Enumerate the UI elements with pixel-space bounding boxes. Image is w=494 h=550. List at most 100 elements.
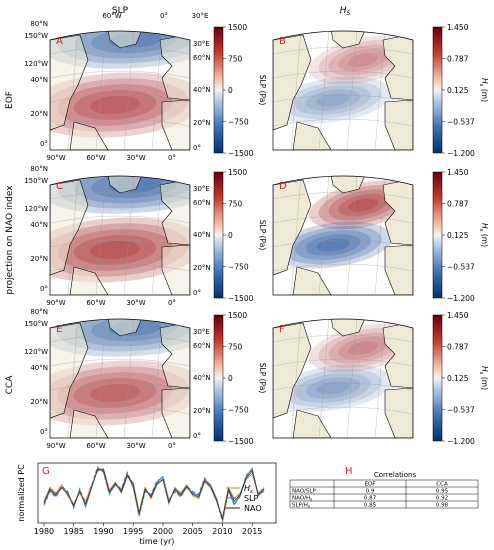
colorbar-ramp <box>432 26 443 154</box>
contour-fill <box>89 240 141 260</box>
graticule-lon <box>374 319 386 438</box>
land-africa <box>161 387 190 438</box>
map-left-lat-label: 80°N <box>30 20 48 28</box>
contour-fill <box>316 93 350 107</box>
contour-fill <box>305 234 361 256</box>
graticule-lon <box>346 176 358 295</box>
slp-colorbar: 1500 750 0 −750 −1500 SLP (Pa) <box>213 23 267 158</box>
map-right-lat-label: 0° <box>193 289 201 297</box>
map-left-lat-label: 120°W <box>24 60 48 68</box>
hs-header: HS <box>340 6 351 17</box>
x-tick-label: 1985 <box>64 527 84 536</box>
land-europe <box>159 321 190 389</box>
colorbar-tick-label: 0.787 <box>447 200 469 209</box>
hs-colorbar: 1.450 0.787 0.125 −0.537 −1.200 Hs (m) <box>432 168 489 303</box>
x-tick-label: 2000 <box>153 527 173 536</box>
graticule-lat <box>50 406 190 415</box>
graticule-lon <box>123 319 135 438</box>
map-border <box>272 175 414 296</box>
contour-fill <box>328 189 398 221</box>
graticule-lat <box>50 70 190 79</box>
graticule-lon <box>123 31 135 150</box>
row-label-cca: CCA <box>5 375 15 395</box>
colorbar-label: SLP (Pa) <box>258 363 267 394</box>
table-header: EOF <box>365 482 376 488</box>
map-top-lon-label: 60°W <box>102 12 121 20</box>
graticule-lon <box>374 31 386 150</box>
colorbar-tick-label: 1500 <box>228 168 247 177</box>
table-cell: 0.95 <box>436 489 449 495</box>
colorbar-tick-label: −0.537 <box>447 263 475 272</box>
map-bottom-lon-label: 0° <box>168 299 176 307</box>
colorbar-tick-label: 750 <box>228 200 243 209</box>
graticule-lon <box>151 319 163 438</box>
slp-colorbar: 1500 750 0 −750 −1500 SLP (Pa) <box>213 168 267 303</box>
land-south-america <box>69 409 109 438</box>
colorbar-ramp <box>432 314 443 442</box>
map-left-lat-label: 40°N <box>30 364 48 372</box>
contour-fill <box>347 341 379 355</box>
graticule-lat <box>50 94 190 103</box>
table-row-label: NAO/Hs <box>292 496 312 502</box>
panel-letter-g: G <box>42 466 50 477</box>
contour-fill <box>347 53 379 67</box>
graticule-lon <box>151 31 163 150</box>
map-right-lat-label: 60°N <box>193 199 211 207</box>
contour-fill <box>273 364 393 412</box>
colorbar-tick-label: 1500 <box>228 23 247 32</box>
colorbar-tick-label: 750 <box>228 55 243 64</box>
map-right-lat-label: 30°E <box>193 328 210 336</box>
map-body <box>50 176 190 295</box>
hs-colorbar: 1.450 0.787 0.125 −0.537 −1.200 Hs (m) <box>432 311 489 446</box>
hs-map: F <box>272 318 414 439</box>
colorbar-ramp <box>432 171 443 299</box>
map-bottom-lon-label: 60°W <box>86 154 105 162</box>
colorbar-tick-label: −1.200 <box>447 294 475 303</box>
land-europe <box>382 33 413 101</box>
graticule-lat <box>50 215 190 224</box>
slp-colorbar: 1500 750 0 −750 −1500 SLP (Pa) <box>213 311 267 446</box>
map-right-lat-label: 0° <box>193 144 201 152</box>
row-label-projection: projection on NAO index <box>5 185 15 295</box>
colorbar-label: Hs (m) <box>478 366 489 390</box>
contour-fill <box>73 90 157 120</box>
graticule-lat <box>273 239 413 248</box>
x-tick-label: 1995 <box>123 527 143 536</box>
contour-fill <box>284 80 382 120</box>
map-left-lat-label: 80°N <box>30 308 48 316</box>
panel-letter: F <box>279 324 285 335</box>
contour-fill <box>273 76 393 124</box>
colorbars: 1500 750 0 −750 −1500 SLP (Pa) 1.450 0.787 0.125… <box>213 23 489 446</box>
map-top-lon-label: 30°E <box>192 12 209 20</box>
graticule-lat <box>50 118 190 127</box>
map-right-lat-label: 60°N <box>193 342 211 350</box>
map-left-lat-label: 0° <box>40 285 48 293</box>
land-africa <box>384 99 413 150</box>
table-title: Correlations <box>374 471 417 479</box>
contour-fill <box>338 193 388 217</box>
land-south-america <box>292 266 332 295</box>
map-left-lat-label: 120°W <box>24 205 48 213</box>
map-bottom-lon-label: 30°W <box>126 154 145 162</box>
colorbar-ramp <box>213 314 224 442</box>
panel-letter: D <box>279 181 287 192</box>
x-tick-label: 2010 <box>212 527 232 536</box>
contour-fill <box>73 235 157 265</box>
map-bottom-lon-label: 90°W <box>46 299 65 307</box>
contour-fill <box>89 383 141 403</box>
contour-fill <box>305 377 361 399</box>
colorbar-ramp <box>213 171 224 299</box>
colorbar-tick-label: −1.200 <box>447 149 475 158</box>
colorbar-tick-label: −1500 <box>228 437 254 446</box>
graticule-lon <box>67 176 79 295</box>
colorbar-tick-label: −1500 <box>228 294 254 303</box>
table-cell: 0.92 <box>436 496 448 502</box>
map-left-lat-label: 20°N <box>30 255 48 263</box>
map-left-lat-label: 150°W <box>24 177 48 185</box>
map-border <box>272 30 414 151</box>
graticule-lon <box>123 176 135 295</box>
map-left-lat-label: 150°W <box>24 32 48 40</box>
slp-header: SLP <box>112 6 129 16</box>
